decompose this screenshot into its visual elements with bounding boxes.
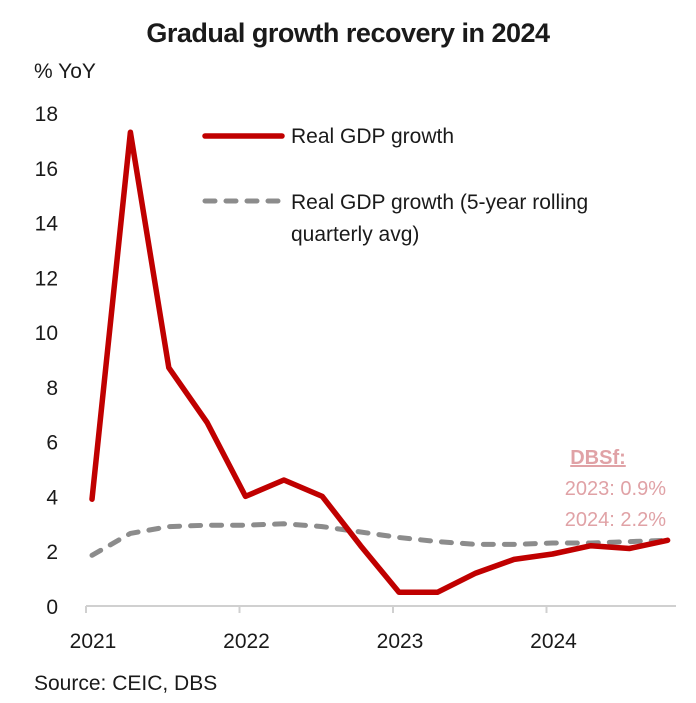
- legend-label-rolling-avg: quarterly avg): [291, 223, 419, 246]
- y-tick-label: 0: [46, 596, 58, 619]
- y-tick-label: 10: [35, 322, 58, 345]
- x-tick-label: 2022: [223, 630, 270, 653]
- legend-label-rolling-avg: Real GDP growth (5-year rolling: [291, 191, 588, 214]
- y-tick-label: 8: [46, 377, 58, 400]
- y-tick-label: 14: [35, 213, 59, 236]
- y-tick-label: 12: [35, 267, 58, 290]
- forecast-annotation-header: DBSf:: [570, 447, 626, 469]
- x-tick-label: 2021: [70, 630, 117, 653]
- y-tick-label: 2: [46, 541, 58, 564]
- y-axis-label: % YoY: [34, 60, 96, 83]
- series-line-rolling-avg: [89, 521, 671, 558]
- x-tick-label: 2024: [530, 630, 577, 653]
- chart-title: Gradual growth recovery in 2024: [146, 18, 550, 48]
- series-line-real-gdp-growth: [89, 129, 671, 596]
- x-tick-label: 2023: [377, 630, 424, 653]
- y-tick-label: 4: [46, 486, 58, 509]
- y-tick-label: 16: [35, 158, 58, 181]
- source-note: Source: CEIC, DBS: [34, 672, 218, 695]
- y-tick-label: 6: [46, 432, 58, 455]
- legend-label-real-gdp: Real GDP growth: [291, 125, 454, 148]
- forecast-annotation-line: 2024: 2.2%: [565, 509, 666, 531]
- y-tick-label: 18: [35, 103, 58, 126]
- forecast-annotation-line: 2023: 0.9%: [565, 478, 666, 500]
